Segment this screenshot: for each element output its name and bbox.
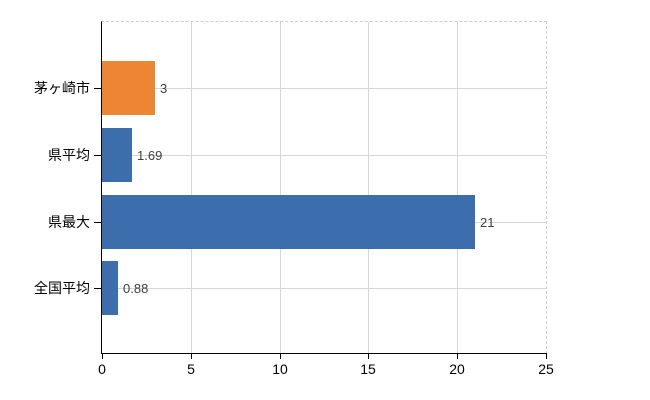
- category-label: 茅ヶ崎市: [34, 80, 90, 96]
- bar: [102, 61, 155, 115]
- x-axis-tick: [102, 353, 103, 359]
- horizontal-gridline: [102, 288, 546, 289]
- x-axis-tick-label: 5: [187, 361, 195, 377]
- x-axis-tick-label: 25: [538, 361, 554, 377]
- bar-value-label: 3: [160, 81, 168, 96]
- bar-value-label: 0.88: [123, 281, 149, 296]
- x-axis-tick: [546, 353, 547, 359]
- x-axis-tick-label: 20: [449, 361, 465, 377]
- x-axis-tick: [280, 353, 281, 359]
- x-axis-tick: [191, 353, 192, 359]
- x-axis-tick-label: 15: [360, 361, 376, 377]
- x-axis-tick-label: 0: [98, 361, 106, 377]
- category-label: 県最大: [48, 214, 90, 230]
- horizontal-gridline: [102, 88, 546, 89]
- category-label: 県平均: [48, 147, 90, 163]
- x-axis-tick: [368, 353, 369, 359]
- x-axis-tick: [457, 353, 458, 359]
- bar: [102, 261, 118, 315]
- y-axis-tick: [94, 222, 101, 223]
- bar-value-label: 21: [480, 215, 495, 230]
- y-axis-tick: [94, 288, 101, 289]
- vertical-gridline: [368, 22, 369, 353]
- x-axis-tick-label: 10: [272, 361, 288, 377]
- y-axis-tick: [94, 88, 101, 89]
- y-axis-tick: [94, 155, 101, 156]
- bar: [102, 128, 132, 182]
- plot-area: 3 1.69 21 0.88: [101, 21, 547, 354]
- horizontal-gridline: [102, 155, 546, 156]
- bar: [102, 195, 475, 249]
- bar-value-label: 1.69: [137, 148, 163, 163]
- category-label: 全国平均: [34, 280, 90, 296]
- vertical-gridline: [457, 22, 458, 353]
- vertical-gridline: [280, 22, 281, 353]
- vertical-gridline: [191, 22, 192, 353]
